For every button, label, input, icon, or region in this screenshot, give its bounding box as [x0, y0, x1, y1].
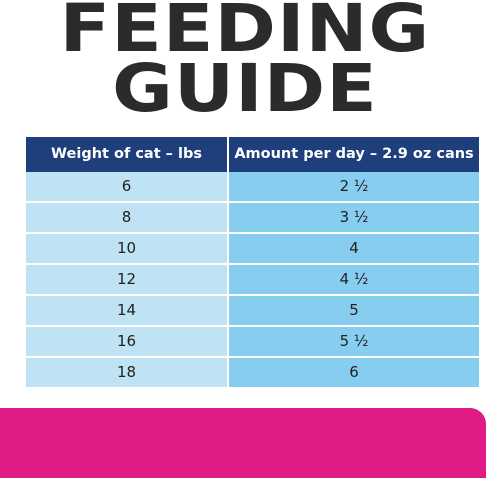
- header-amount: Amount per day – 2.9 oz cans: [229, 137, 479, 172]
- accent-bar: [0, 408, 486, 478]
- table-row: 10 4: [26, 234, 479, 263]
- weight-cell: 18: [26, 358, 227, 387]
- table-row: 12 4 ½: [26, 265, 479, 294]
- table-row: 8 3 ½: [26, 203, 479, 232]
- amount-cell: 5: [229, 296, 479, 325]
- amount-cell: 4 ½: [229, 265, 479, 294]
- title-line-2: GUIDE: [112, 50, 378, 127]
- amount-cell: 4: [229, 234, 479, 263]
- amount-cell: 5 ½: [229, 327, 479, 356]
- weight-cell: 6: [26, 172, 227, 201]
- weight-cell: 12: [26, 265, 227, 294]
- title-line-1: FEEDING: [59, 0, 431, 67]
- amount-cell: 6: [229, 358, 479, 387]
- amount-cell: 3 ½: [229, 203, 479, 232]
- weight-cell: 16: [26, 327, 227, 356]
- feeding-table: Weight of cat – lbs Amount per day – 2.9…: [26, 137, 479, 390]
- table-row: 18 6: [26, 358, 479, 387]
- table-row: 14 5: [26, 296, 479, 325]
- amount-cell: 2 ½: [229, 172, 479, 201]
- weight-cell: 14: [26, 296, 227, 325]
- header-weight: Weight of cat – lbs: [26, 137, 227, 172]
- table-row: 6 2 ½: [26, 172, 479, 201]
- weight-cell: 10: [26, 234, 227, 263]
- table-header-row: Weight of cat – lbs Amount per day – 2.9…: [26, 137, 479, 172]
- weight-cell: 8: [26, 203, 227, 232]
- table-row: 16 5 ½: [26, 327, 479, 356]
